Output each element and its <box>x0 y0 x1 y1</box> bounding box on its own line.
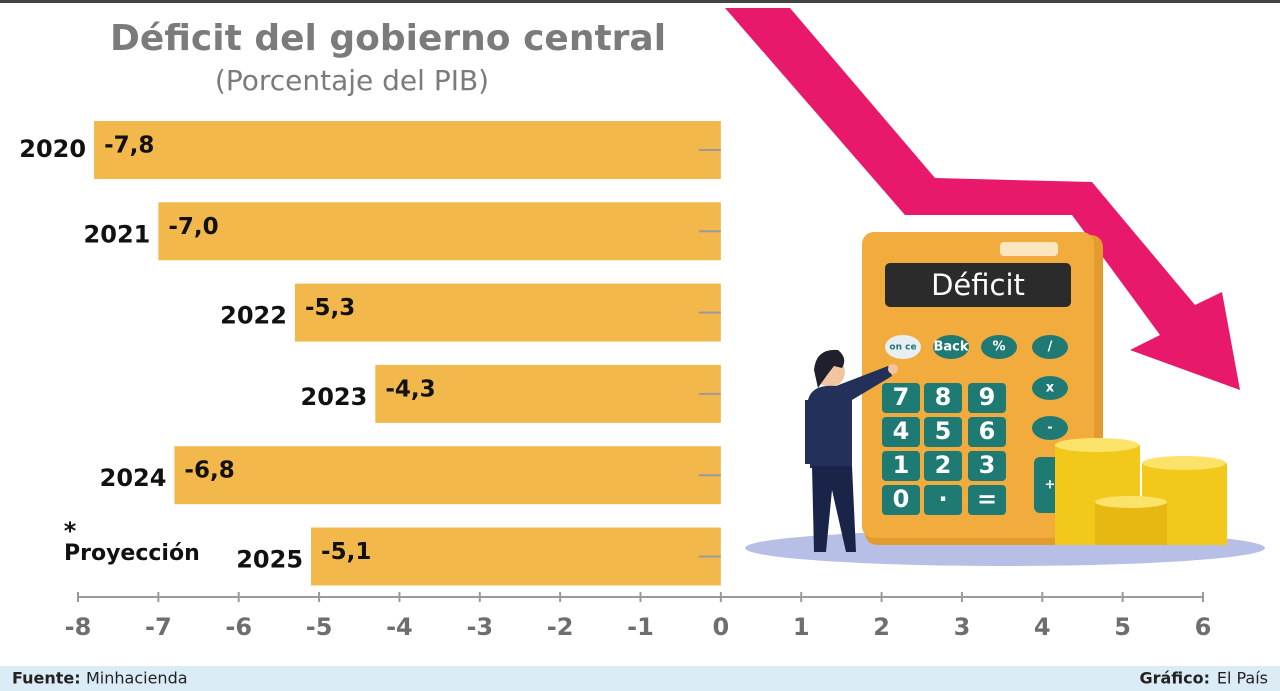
annotation-mark: * <box>64 517 77 545</box>
calc-key <box>968 485 1006 515</box>
bar <box>174 446 721 505</box>
footer-band <box>0 666 1280 691</box>
calc-display-text: Déficit <box>931 268 1025 302</box>
x-tick-label: -8 <box>65 613 92 641</box>
calc-key <box>882 417 920 447</box>
value-label: -4,3 <box>385 376 435 402</box>
calc-key <box>1032 335 1068 359</box>
source: Minhacienda <box>86 669 188 688</box>
x-tick-label: 1 <box>793 613 810 641</box>
y-tick-label: 2025 <box>236 546 303 574</box>
calc-key-label: - <box>1047 421 1052 436</box>
calc-key-label: % <box>992 340 1005 355</box>
calc-key <box>1032 416 1068 440</box>
calc-key-label: / <box>1048 340 1053 355</box>
calc-key-label: 9 <box>979 383 996 411</box>
x-tick-label: 4 <box>1034 613 1051 641</box>
calc-key-label: 0 <box>893 485 910 513</box>
coins <box>1055 438 1227 545</box>
calc-key <box>882 485 920 515</box>
calc-key <box>882 383 920 413</box>
calc-key <box>981 335 1017 359</box>
annotation: Proyección <box>64 541 200 566</box>
x-tick-label: 5 <box>1114 613 1131 641</box>
calc-key <box>968 383 1006 413</box>
calc-key <box>933 335 969 359</box>
calc-key-label: x <box>1046 381 1055 396</box>
value-label: -6,8 <box>184 458 234 484</box>
x-tick-label: 3 <box>954 613 971 641</box>
calc-key-label: 4 <box>893 417 910 445</box>
calc-key <box>924 383 962 413</box>
top-border <box>0 0 1280 3</box>
x-tick-label: 6 <box>1195 613 1212 641</box>
calc-key <box>924 417 962 447</box>
value-label: -5,1 <box>321 539 371 565</box>
x-tick-label: 2 <box>873 613 890 641</box>
calc-key-label: 3 <box>979 451 996 479</box>
calc-key-label: = <box>977 485 997 513</box>
calc-display <box>885 263 1071 307</box>
x-tick-label: -7 <box>145 613 172 641</box>
calc-key-label: 7 <box>893 383 910 411</box>
calc-key-label: 6 <box>979 417 996 445</box>
calc-key <box>885 335 921 359</box>
person <box>805 349 898 552</box>
y-tick-label: 2020 <box>19 135 86 163</box>
calculator: Déficit on ce Back% / x - +7 8 9 4 5 6 1 2 3 0 · = <box>862 232 1103 545</box>
calc-key-label: + <box>1045 478 1056 493</box>
credit-label: Gráfico: <box>1139 669 1210 688</box>
calc-key <box>968 451 1006 481</box>
calc-key-label: · <box>938 485 947 513</box>
bar <box>158 202 721 261</box>
x-tick-label: -2 <box>547 613 574 641</box>
chart-subtitle: (Porcentaje del PIB) <box>215 64 489 97</box>
calc-key-label: 8 <box>935 383 952 411</box>
y-tick-label: 2023 <box>301 383 368 411</box>
x-tick-label: -1 <box>627 613 654 641</box>
bar <box>294 283 721 342</box>
y-tick-label: 2021 <box>84 220 151 248</box>
calc-solar <box>1000 242 1058 256</box>
calc-key-label: 5 <box>935 417 952 445</box>
trend-arrow <box>725 8 1240 390</box>
calc-key <box>924 485 962 515</box>
x-tick-label: -4 <box>386 613 413 641</box>
x-tick-label: -5 <box>306 613 333 641</box>
calc-key <box>968 417 1006 447</box>
bar <box>375 364 721 423</box>
source-label: Fuente: <box>12 669 81 688</box>
calc-key-label: on ce <box>889 343 916 353</box>
x-tick-label: 0 <box>713 613 730 641</box>
value-label: -7,0 <box>168 214 218 240</box>
calc-key <box>1032 376 1068 400</box>
calc-key-label: 2 <box>935 451 952 479</box>
bar <box>94 121 721 179</box>
calc-key-label: 1 <box>893 451 910 479</box>
y-tick-label: 2024 <box>100 464 167 492</box>
value-label: -5,3 <box>305 295 355 321</box>
x-tick-label: -3 <box>466 613 493 641</box>
x-tick-label: -6 <box>225 613 252 641</box>
calc-key <box>882 451 920 481</box>
credit: El País <box>1217 669 1268 688</box>
y-tick-label: 2022 <box>220 302 287 330</box>
calc-key-label: Back <box>933 340 968 355</box>
chart-title: Déficit del gobierno central <box>110 18 666 59</box>
value-label: -7,8 <box>104 133 154 159</box>
calc-key <box>924 451 962 481</box>
bar <box>311 527 721 586</box>
